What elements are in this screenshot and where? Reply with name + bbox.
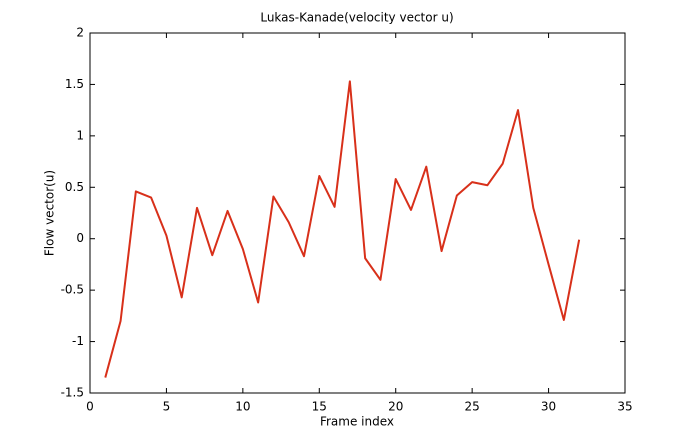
x-tick-label: 15 [312,400,327,414]
x-tick-label: 30 [541,400,556,414]
y-tick-label: 0 [76,231,84,245]
plot-box [89,32,626,394]
x-tick-label: 10 [235,400,250,414]
chart-title: Lukas-Kanade(velocity vector u) [260,11,453,25]
x-tick-label: 0 [86,400,94,414]
x-axis-label: Frame index [320,415,394,429]
y-tick-label: 1.5 [65,77,84,91]
y-tick-label: -1 [72,334,84,348]
y-axis-label: Flow vector(u) [43,170,57,256]
x-tick-label: 25 [465,400,480,414]
y-tick-label: 0.5 [65,180,84,194]
data-line [104,80,581,378]
x-tick-label: 35 [617,400,632,414]
y-tick-label: 2 [76,26,84,40]
y-tick-label: -0.5 [61,283,84,297]
y-tick-label: -1.5 [61,386,84,400]
x-tick-label: 5 [163,400,171,414]
y-tick-label: 1 [76,128,84,142]
x-tick-label: 20 [388,400,403,414]
